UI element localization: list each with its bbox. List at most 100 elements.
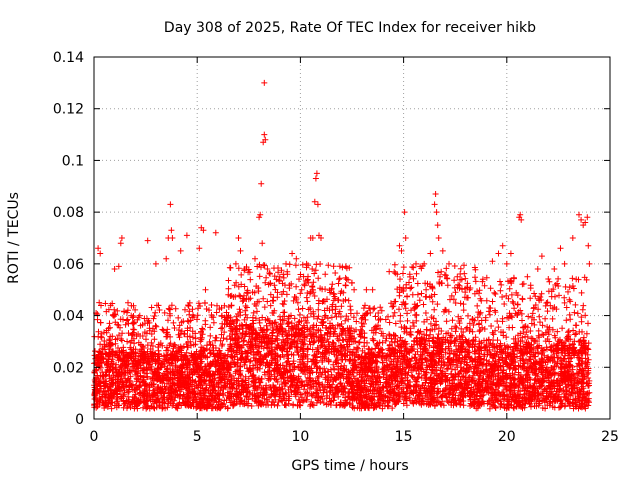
data-point bbox=[106, 373, 113, 380]
data-point bbox=[130, 302, 137, 309]
data-point bbox=[150, 315, 157, 322]
data-point bbox=[423, 286, 430, 293]
data-point bbox=[163, 395, 170, 401]
data-point bbox=[207, 341, 214, 348]
data-point bbox=[116, 364, 123, 371]
data-point bbox=[131, 405, 138, 412]
data-point bbox=[357, 326, 364, 333]
data-point bbox=[149, 375, 156, 382]
data-point bbox=[214, 302, 220, 309]
data-point bbox=[99, 373, 106, 380]
data-point bbox=[257, 399, 264, 406]
data-point bbox=[304, 351, 311, 358]
data-point bbox=[190, 341, 197, 348]
data-point bbox=[238, 271, 245, 278]
data-point bbox=[139, 392, 146, 398]
data-point bbox=[161, 390, 168, 397]
data-point bbox=[153, 323, 160, 330]
data-point bbox=[172, 363, 179, 370]
data-point bbox=[239, 295, 246, 302]
data-point bbox=[310, 383, 317, 390]
data-point bbox=[250, 309, 257, 316]
data-point bbox=[121, 368, 128, 375]
data-point bbox=[122, 375, 129, 382]
data-point bbox=[195, 300, 202, 307]
data-point bbox=[111, 306, 118, 313]
data-point bbox=[188, 389, 195, 396]
data-point bbox=[258, 376, 265, 382]
data-point bbox=[423, 326, 430, 333]
data-point bbox=[203, 306, 210, 312]
data-point bbox=[185, 339, 191, 346]
data-point bbox=[200, 352, 207, 359]
data-point bbox=[444, 282, 451, 289]
data-point bbox=[123, 361, 130, 368]
data-point bbox=[175, 314, 182, 321]
data-point bbox=[131, 393, 138, 400]
data-point bbox=[316, 365, 323, 372]
data-point bbox=[198, 344, 205, 351]
data-point bbox=[192, 391, 199, 398]
data-point bbox=[309, 266, 316, 272]
data-point bbox=[158, 386, 165, 393]
data-point bbox=[304, 298, 311, 305]
data-point bbox=[121, 358, 128, 365]
data-point bbox=[100, 372, 107, 379]
data-point bbox=[377, 304, 384, 311]
data-point bbox=[122, 321, 129, 328]
data-point bbox=[325, 338, 332, 345]
data-point bbox=[348, 279, 355, 286]
data-point bbox=[120, 381, 127, 388]
data-point bbox=[184, 376, 191, 382]
data-point bbox=[184, 344, 191, 351]
data-point bbox=[414, 291, 421, 298]
data-point bbox=[115, 322, 122, 329]
data-point bbox=[148, 366, 155, 373]
data-point bbox=[118, 394, 125, 401]
data-point bbox=[176, 380, 183, 387]
data-point bbox=[175, 377, 182, 384]
data-point bbox=[249, 372, 256, 379]
data-point bbox=[167, 306, 174, 313]
data-point bbox=[203, 384, 210, 391]
data-point bbox=[118, 373, 125, 380]
data-point bbox=[114, 391, 121, 398]
data-point bbox=[150, 349, 156, 356]
data-point bbox=[404, 293, 411, 300]
data-point bbox=[152, 322, 159, 329]
data-point bbox=[108, 361, 115, 367]
data-point bbox=[109, 348, 116, 355]
data-point bbox=[175, 331, 182, 338]
data-point bbox=[338, 303, 345, 310]
data-point bbox=[217, 337, 224, 344]
data-point bbox=[210, 319, 217, 326]
data-point bbox=[208, 393, 214, 400]
data-point bbox=[274, 402, 281, 409]
data-point bbox=[210, 314, 217, 321]
data-point bbox=[211, 387, 217, 394]
data-point bbox=[154, 387, 161, 394]
data-point bbox=[117, 378, 124, 384]
data-point bbox=[165, 357, 171, 364]
data-point bbox=[296, 276, 302, 283]
data-point bbox=[130, 320, 137, 327]
data-point bbox=[212, 334, 219, 341]
data-point bbox=[112, 319, 119, 326]
data-point bbox=[409, 264, 416, 270]
data-point bbox=[184, 327, 191, 334]
data-point bbox=[165, 305, 172, 312]
data-point bbox=[151, 336, 158, 343]
data-point bbox=[219, 324, 226, 331]
data-point bbox=[127, 344, 134, 351]
data-point bbox=[94, 359, 101, 366]
data-point bbox=[113, 349, 119, 356]
data-point bbox=[189, 371, 196, 378]
data-point bbox=[105, 352, 112, 359]
data-point bbox=[172, 305, 179, 312]
data-point bbox=[404, 317, 411, 324]
data-point bbox=[328, 314, 335, 321]
data-point bbox=[310, 402, 317, 409]
data-point bbox=[104, 358, 111, 365]
data-point bbox=[215, 398, 222, 405]
data-point bbox=[362, 302, 368, 309]
